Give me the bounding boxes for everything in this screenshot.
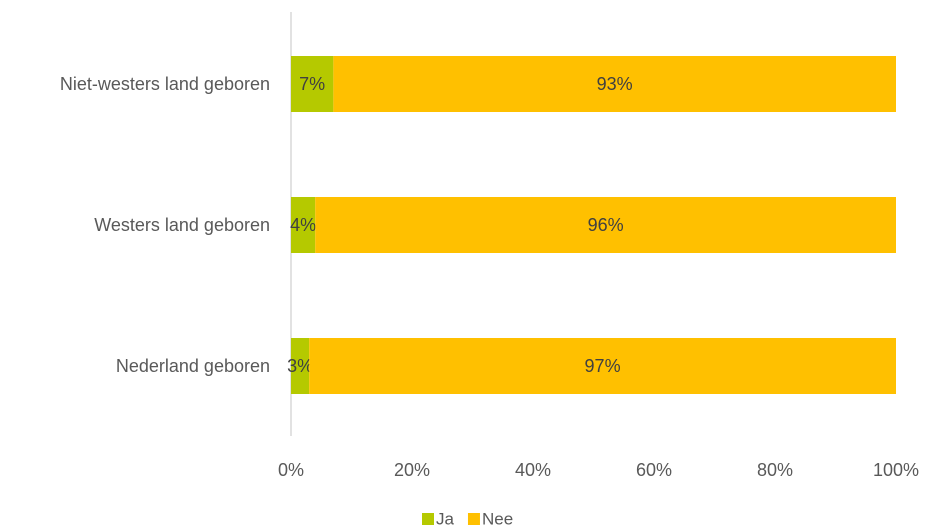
x-tick-label: 80% (757, 460, 793, 480)
x-tick-label: 0% (278, 460, 304, 480)
bar-segment-ja (291, 197, 316, 253)
data-label: 3% (287, 356, 313, 376)
legend-label-nee: Nee (482, 510, 513, 529)
legend: Ja Nee (422, 510, 513, 529)
category-label: Westers land geboren (94, 215, 270, 235)
data-label: 7% (299, 74, 325, 94)
category-label: Niet-westers land geboren (60, 74, 270, 94)
bar-segment-nee (309, 338, 896, 394)
bar-segment-nee (315, 197, 896, 253)
data-label: 97% (585, 356, 621, 376)
category-labels: Niet-westers land geboren Westers land ge… (60, 74, 270, 376)
legend-label-ja: Ja (436, 510, 455, 529)
x-axis-tick-labels: 0% 20% 40% 60% 80% 100% (278, 460, 919, 480)
legend-swatch-ja (422, 513, 434, 525)
x-tick-label: 40% (515, 460, 551, 480)
data-label: 4% (290, 215, 316, 235)
bars-group: 7% 93% 4% 96% 3% 97% (287, 56, 897, 394)
bar-segment-ja (291, 56, 334, 112)
x-tick-label: 100% (873, 460, 919, 480)
category-label: Nederland geboren (116, 356, 270, 376)
data-label: 93% (597, 74, 633, 94)
legend-swatch-nee (467, 513, 480, 525)
x-tick-label: 20% (394, 460, 430, 480)
data-label: 96% (588, 215, 624, 235)
x-tick-label: 60% (636, 460, 672, 480)
bar-segment-nee (333, 56, 897, 112)
bar-segment-ja (291, 338, 310, 394)
